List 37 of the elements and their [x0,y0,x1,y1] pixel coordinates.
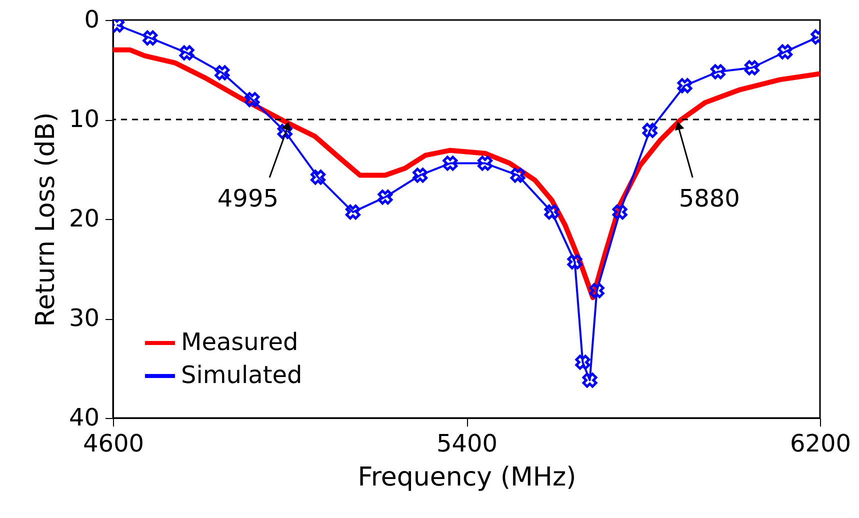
y-tick-label: 30 [68,304,100,332]
point [510,168,526,183]
y-axis-title: Return Loss (dB) [30,112,61,327]
point [244,92,260,108]
point [544,204,560,220]
x-tick-label: 6200 [790,430,852,458]
point [567,254,582,270]
x-tick-label: 4600 [82,430,144,458]
point [179,45,194,60]
point [442,156,458,171]
point [575,354,590,370]
annotation: 4995 [217,184,278,212]
point [744,60,760,76]
point [310,170,326,185]
point [142,30,158,46]
point [412,168,428,183]
x-axis-title: Frequency (MHz) [358,462,576,492]
y-tick-label: 20 [68,204,100,232]
x-tick-label: 5400 [436,430,498,458]
point [677,78,692,94]
point [589,283,604,298]
point [378,190,393,205]
y-tick-label: 40 [68,404,100,432]
point [214,65,230,80]
point [478,156,493,171]
annotation: 5880 [678,184,740,212]
legend-label: Simulated [181,361,302,389]
point [778,44,793,60]
y-tick-label: 10 [68,105,100,133]
point [612,204,628,220]
point [582,372,598,388]
legend-label: Measured [181,328,298,356]
point [642,122,658,138]
point [277,124,292,139]
point [710,64,726,80]
point [345,204,360,220]
y-tick-label: 0 [84,6,100,34]
